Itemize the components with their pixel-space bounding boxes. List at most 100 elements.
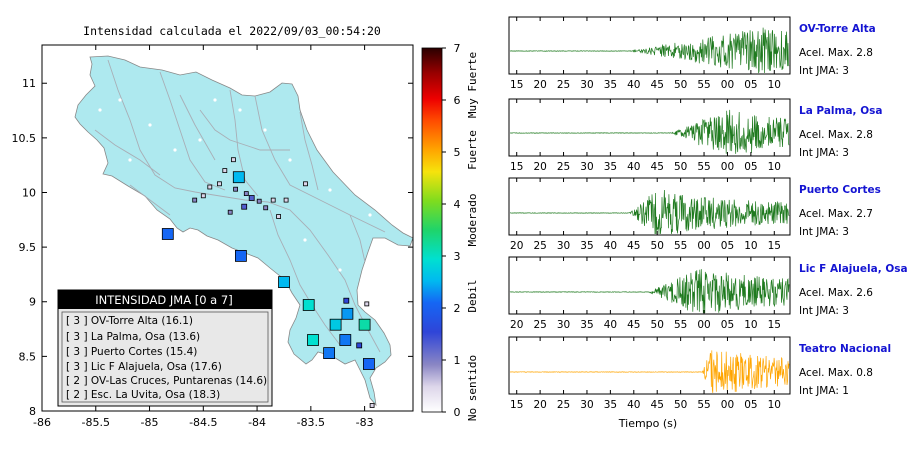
waveform-tick-label: 25	[533, 319, 546, 331]
waveform-trace	[509, 109, 790, 154]
station-marker	[278, 276, 290, 289]
map-y-tick-label: 9	[29, 296, 36, 309]
station-marker	[302, 299, 315, 311]
station-intensity: Int JMA: 1	[799, 385, 849, 397]
waveform-trace	[510, 350, 790, 393]
waveform-tick-label: 45	[651, 399, 664, 411]
legend-box	[57, 289, 273, 407]
colorbar-gradient	[421, 47, 443, 413]
station-marker	[256, 198, 262, 204]
waveform-tick-label: 50	[674, 161, 687, 173]
map-x-tick-label: -83.5	[297, 416, 325, 429]
waveform-tick-label: 00	[721, 399, 734, 411]
map-y-tick-label: 9.5	[19, 241, 37, 254]
station-intensity: Int JMA: 3	[799, 65, 849, 77]
waveform-tick-label: 35	[580, 240, 593, 252]
waveform-tick-label: 50	[674, 399, 687, 411]
waveform-tick-label: 55	[674, 319, 687, 331]
waveform-panel: 15 20 25 30 35 40 45 50 55 00 05 10 La Palma, Osa Ace…	[508, 98, 882, 173]
station-marker	[248, 195, 255, 201]
category-debil: Debil	[466, 279, 479, 312]
waveform-trace	[510, 189, 790, 235]
station-accel: Acel. Max. 0.8	[799, 367, 873, 379]
map-y-tick-label: 8.5	[19, 350, 37, 363]
station-marker	[358, 318, 371, 331]
station-marker	[263, 205, 269, 211]
waveform-tick-label: 20	[510, 319, 523, 331]
waveform-tick-label: 35	[604, 161, 617, 173]
waveform-tick-label: 15	[510, 399, 523, 411]
waveform-tick-label: 05	[744, 79, 757, 91]
station-marker	[364, 301, 370, 307]
colorbar-tick-label: 3	[454, 250, 461, 263]
colorbar-tick-label: 1	[454, 354, 461, 367]
map-y-tick-label: 8	[29, 405, 36, 418]
station-marker	[227, 209, 233, 215]
map-x-tick-label: -85.5	[82, 416, 110, 429]
road-network	[94, 59, 386, 353]
station-marker	[339, 334, 352, 346]
waveform-tick-label: 40	[627, 161, 640, 173]
waveform-tick-label: 30	[557, 240, 570, 252]
waveform-frame	[508, 177, 791, 236]
legend-item: [ 3 ] Puerto Cortes (15.4)	[66, 346, 197, 358]
waveform-trace	[509, 27, 790, 74]
station-name: Puerto Cortes	[799, 184, 881, 196]
station-marker	[303, 181, 308, 187]
legend-item: [ 3 ] OV-Torre Alta (16.1)	[66, 315, 193, 327]
colorbar-tick-label: 2	[454, 302, 461, 315]
colorbar-tick-label: 6	[454, 94, 461, 107]
waveform-tick-label: 10	[768, 79, 781, 91]
waveform-tick-label: 55	[697, 399, 710, 411]
station-marker	[270, 197, 276, 203]
waveform-tick-label: 00	[697, 319, 710, 331]
waveform-panel: 20 25 30 35 40 45 50 55 00 05 10 15 Puerto Cortes Ace…	[508, 177, 881, 252]
waveform-tick-label: 15	[510, 161, 523, 173]
waveform-tick-label: 05	[721, 240, 734, 252]
colorbar-tick-label: 4	[454, 198, 461, 211]
waveform-tick-label: 25	[533, 240, 546, 252]
map-x-tick-label: -84	[248, 416, 266, 429]
waveform-tick-label: 10	[768, 161, 781, 173]
waveform-panel: 15 20 25 30 35 40 45 50 55 00 05 10 Teatro Nacional A…	[508, 336, 891, 411]
station-marker	[216, 181, 222, 187]
waveform-tick-label: 50	[651, 319, 664, 331]
station-marker	[207, 184, 213, 190]
legend-item: [ 3 ] Lic F Alajuela, Osa (17.6)	[66, 361, 222, 373]
station-intensity: Int JMA: 3	[799, 147, 849, 159]
legend-item: [ 3 ] La Palma, Osa (13.6)	[66, 331, 200, 343]
waveform-tick-label: 50	[674, 79, 687, 91]
category-moderado: Moderado	[466, 194, 479, 247]
waveform-tick-label: 30	[580, 79, 593, 91]
station-marker	[232, 171, 245, 184]
waveform-panels: 15 20 25 30 35 40 45 50 55 00 05 10 OV-Torre Alta Ace…	[508, 16, 908, 411]
waveform-tick-label: 45	[627, 240, 640, 252]
waveform-tick-label: 30	[580, 161, 593, 173]
waveform-trace	[509, 269, 790, 314]
station-marker	[161, 228, 174, 240]
waveform-tick-label: 30	[580, 399, 593, 411]
station-marker	[276, 214, 282, 219]
town-dots	[98, 98, 372, 272]
waveform-tick-label: 10	[744, 240, 757, 252]
map-x-tick-label: -83	[356, 416, 374, 429]
waveform-tick-label: 50	[651, 240, 664, 252]
station-marker	[307, 334, 319, 346]
colorbar-tick-label: 0	[454, 406, 461, 419]
map-x-tick-label: -85	[141, 416, 159, 429]
map-frame	[41, 44, 414, 412]
station-marker	[362, 358, 375, 370]
waveform-tick-label: 40	[604, 319, 617, 331]
station-marker	[283, 197, 289, 203]
waveform-tick-label: 35	[604, 79, 617, 91]
waveform-tick-label: 30	[557, 319, 570, 331]
station-markers	[161, 157, 375, 408]
station-marker	[356, 342, 363, 349]
waveform-tick-label: 40	[604, 240, 617, 252]
legend-header: INTENSIDAD JMA [0 a 7]	[95, 293, 232, 307]
waveform-tick-label: 45	[627, 319, 640, 331]
waveform-tick-label: 05	[744, 161, 757, 173]
station-marker	[233, 186, 239, 192]
map-x-tick-label: -86	[33, 416, 51, 429]
